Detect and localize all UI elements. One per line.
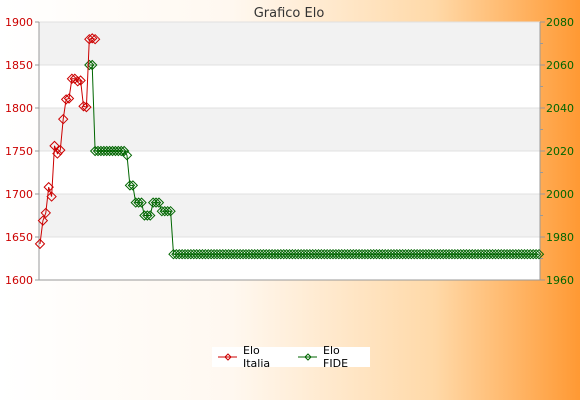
point-elo-fide xyxy=(121,150,133,161)
point-elo-fide xyxy=(84,59,95,71)
point-elo-italia xyxy=(60,94,72,105)
point-elo-fide xyxy=(136,197,147,208)
point-elo-fide xyxy=(165,205,176,217)
point-elo-fide xyxy=(142,210,153,221)
chart-title: Grafico Elo xyxy=(254,6,325,21)
legend: Elo Italia Elo FIDE xyxy=(212,344,370,370)
legend-label-elo-fide: Elo FIDE xyxy=(323,344,349,370)
point-elo-italia xyxy=(89,33,101,45)
right-tick-label: 2060 xyxy=(546,59,574,72)
right-tick-label: 1980 xyxy=(546,231,574,244)
legend-item-elo-italia: Elo Italia xyxy=(218,344,288,370)
point-elo-fide xyxy=(116,145,127,157)
right-tick-label: 2000 xyxy=(546,188,574,201)
left-tick-label: 1650 xyxy=(5,231,33,244)
point-elo-fide xyxy=(162,205,173,217)
point-elo-italia xyxy=(55,144,66,156)
point-elo-fide xyxy=(533,248,545,260)
point-elo-fide xyxy=(118,145,130,157)
point-elo-italia xyxy=(58,113,69,125)
point-elo-fide xyxy=(124,180,136,191)
point-elo-italia xyxy=(52,148,63,159)
point-elo-fide xyxy=(530,248,542,260)
point-elo-italia xyxy=(34,238,46,250)
right-tick-label: 2020 xyxy=(546,145,574,158)
point-elo-italia xyxy=(81,101,92,113)
point-elo-italia xyxy=(75,75,86,86)
point-elo-italia xyxy=(66,73,78,84)
right-tick-label: 1960 xyxy=(546,274,574,287)
grid-band xyxy=(39,108,540,151)
point-elo-italia xyxy=(46,191,57,202)
point-elo-italia xyxy=(63,93,75,104)
left-tick-label: 1600 xyxy=(5,274,33,287)
legend-marker-red-icon xyxy=(218,353,237,361)
left-tick-label: 1750 xyxy=(5,145,33,158)
point-elo-fide xyxy=(127,180,139,191)
point-elo-italia xyxy=(87,33,98,44)
series-line-elo-italia xyxy=(39,37,96,244)
grid-band xyxy=(39,194,540,237)
point-elo-fide xyxy=(133,197,144,208)
point-elo-italia xyxy=(49,140,60,152)
left-tick-label: 1800 xyxy=(5,102,33,115)
grid-band xyxy=(39,22,540,65)
right-tick-label: 2040 xyxy=(546,102,574,115)
axes: 1600 1650 1700 1750 1800 1850 1900 1960 1980 2000… xyxy=(5,16,574,287)
point-elo-fide xyxy=(145,210,156,221)
legend-marker-green-icon xyxy=(298,353,318,361)
left-tick-label: 1700 xyxy=(5,188,33,201)
point-elo-fide xyxy=(153,197,165,208)
point-elo-italia xyxy=(37,215,49,226)
left-tick-label: 1900 xyxy=(5,16,33,29)
point-elo-italia xyxy=(43,181,54,193)
point-elo-fide xyxy=(87,59,98,71)
legend-label-elo-italia: Elo Italia xyxy=(243,344,271,370)
point-elo-italia xyxy=(40,207,52,219)
right-tick-label: 2080 xyxy=(546,16,574,29)
legend-item-elo-fide: Elo FIDE xyxy=(298,344,366,370)
point-elo-italia xyxy=(78,101,89,112)
point-elo-italia xyxy=(72,76,83,87)
series-layer xyxy=(34,33,545,260)
left-tick-label: 1850 xyxy=(5,59,33,72)
point-elo-fide xyxy=(150,197,162,208)
